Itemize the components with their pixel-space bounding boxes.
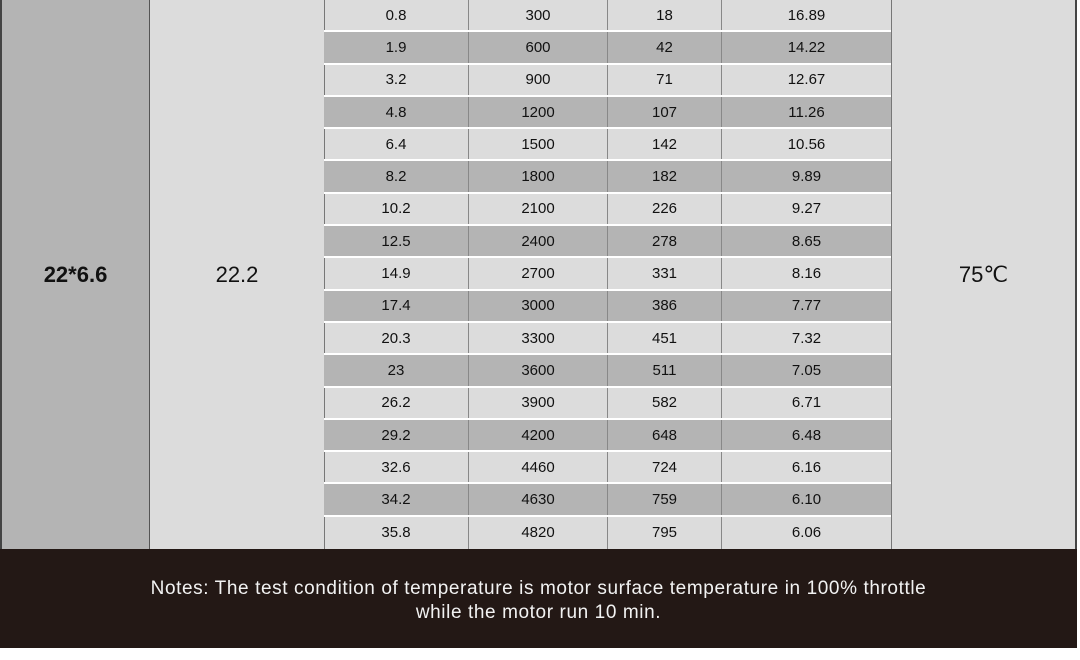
efficiency-cell: 7.32	[791, 329, 822, 347]
table-row: 8.2 1800 182 9.89	[324, 161, 891, 194]
power-cell: 331	[608, 258, 722, 289]
power-cell: 182	[608, 161, 722, 192]
efficiency-cell: 9.89	[791, 168, 822, 186]
temperature-cell: 75℃	[891, 0, 1075, 549]
power-cell: 582	[608, 387, 722, 418]
efficiency-cell: 16.89	[787, 6, 826, 24]
rpm-cell: 2100	[469, 193, 608, 225]
rpm-cell: 3300	[469, 322, 608, 354]
table-row: 29.2 4200 648 6.48	[324, 419, 891, 453]
throttle-current-cell: 0.8	[324, 0, 469, 31]
power-cell: 724	[608, 452, 722, 483]
throttle-current-cell: 29.2	[324, 419, 469, 451]
efficiency-cell: 6.06	[791, 524, 822, 542]
rpm-cell: 600	[469, 32, 608, 63]
notes-banner: Notes: The test condition of temperature…	[0, 549, 1077, 648]
rpm-cell: 3600	[469, 355, 608, 386]
rpm-cell: 1200	[469, 96, 608, 128]
power-cell: 386	[608, 290, 722, 321]
efficiency-cell: 6.71	[791, 394, 822, 412]
throttle-current-cell: 4.8	[324, 96, 469, 128]
rpm-cell: 4820	[469, 516, 608, 550]
throttle-current-cell: 23	[324, 355, 469, 386]
efficiency-cell: 6.16	[791, 458, 822, 476]
efficiency-cell: 8.65	[791, 232, 822, 250]
efficiency-cell: 9.27	[791, 200, 822, 218]
efficiency-cell: 10.56	[787, 135, 826, 153]
power-cell: 226	[608, 193, 722, 225]
rpm-cell: 3000	[469, 290, 608, 321]
efficiency-cell: 11.26	[788, 103, 825, 121]
power-cell: 142	[608, 129, 722, 160]
efficiency-cell: 14.22	[787, 38, 826, 56]
rpm-cell: 900	[469, 64, 608, 95]
throttle-current-cell: 6.4	[324, 129, 469, 160]
performance-table: 22*6.6 22.2 0.8 300 18 16.89 1.9 600 42 14.22 3.…	[0, 0, 1077, 550]
table-row: 12.5 2400 278 8.65	[324, 226, 891, 259]
rpm-cell: 4460	[469, 452, 608, 483]
table-row: 26.2 3900 582 6.71	[324, 387, 891, 420]
power-cell: 42	[608, 32, 722, 63]
table-row: 10.2 2100 226 9.27	[324, 193, 891, 227]
efficiency-cell: 6.10	[791, 491, 822, 509]
throttle-current-cell: 10.2	[324, 193, 469, 225]
table-row: 20.3 3300 451 7.32	[324, 322, 891, 356]
efficiency-cell: 12.67	[787, 71, 826, 89]
throttle-current-cell: 1.9	[324, 32, 469, 63]
table-row: 32.6 4460 724 6.16	[324, 452, 891, 485]
throttle-current-cell: 26.2	[324, 387, 469, 418]
rpm-cell: 2400	[469, 226, 608, 257]
efficiency-cell: 6.48	[791, 426, 822, 444]
efficiency-cell: 7.77	[791, 297, 822, 315]
throttle-current-cell: 34.2	[324, 484, 469, 515]
power-cell: 18	[608, 0, 722, 31]
rpm-cell: 1500	[469, 129, 608, 160]
rpm-cell: 300	[469, 0, 608, 31]
table-row: 4.8 1200 107 11.26	[324, 96, 891, 130]
rpm-cell: 4200	[469, 419, 608, 451]
table-row: 17.4 3000 386 7.77	[324, 290, 891, 323]
rpm-cell: 3900	[469, 387, 608, 418]
power-cell: 759	[608, 484, 722, 515]
power-cell: 278	[608, 226, 722, 257]
notes-line-1: Notes: The test condition of temperature…	[150, 577, 927, 599]
throttle-current-cell: 8.2	[324, 161, 469, 192]
rpm-cell: 4630	[469, 484, 608, 515]
table-row: 0.8 300 18 16.89	[324, 0, 891, 33]
efficiency-cell: 7.05	[791, 361, 822, 379]
power-cell: 451	[608, 322, 722, 354]
power-cell: 511	[608, 355, 722, 386]
power-cell: 648	[608, 419, 722, 451]
throttle-current-cell: 3.2	[324, 64, 469, 95]
throttle-current-cell: 17.4	[324, 290, 469, 321]
efficiency-cell: 8.16	[791, 265, 822, 283]
power-cell: 795	[608, 516, 722, 550]
voltage-cell: 22.2	[150, 0, 325, 549]
data-rows: 0.8 300 18 16.89 1.9 600 42 14.22 3.2 900 71 12.67 4…	[324, 0, 891, 550]
table-row: 14.9 2700 331 8.16	[324, 258, 891, 291]
throttle-current-cell: 35.8	[324, 516, 469, 550]
throttle-current-cell: 20.3	[324, 322, 469, 354]
table-row: 23 3600 511 7.05	[324, 355, 891, 388]
power-cell: 71	[608, 64, 722, 95]
throttle-current-cell: 32.6	[324, 452, 469, 483]
throttle-current-cell: 12.5	[324, 226, 469, 257]
table-row: 1.9 600 42 14.22	[324, 32, 891, 65]
table-row: 35.8 4820 795 6.06	[324, 516, 891, 550]
prop-size-cell: 22*6.6	[2, 0, 150, 549]
table-row: 3.2 900 71 12.67	[324, 64, 891, 97]
rpm-cell: 1800	[469, 161, 608, 192]
power-cell: 107	[608, 96, 722, 128]
table-row: 34.2 4630 759 6.10	[324, 484, 891, 517]
notes-line-2: while the motor run 10 min.	[415, 601, 662, 623]
rpm-cell: 2700	[469, 258, 608, 289]
table-row: 6.4 1500 142 10.56	[324, 129, 891, 162]
throttle-current-cell: 14.9	[324, 258, 469, 289]
